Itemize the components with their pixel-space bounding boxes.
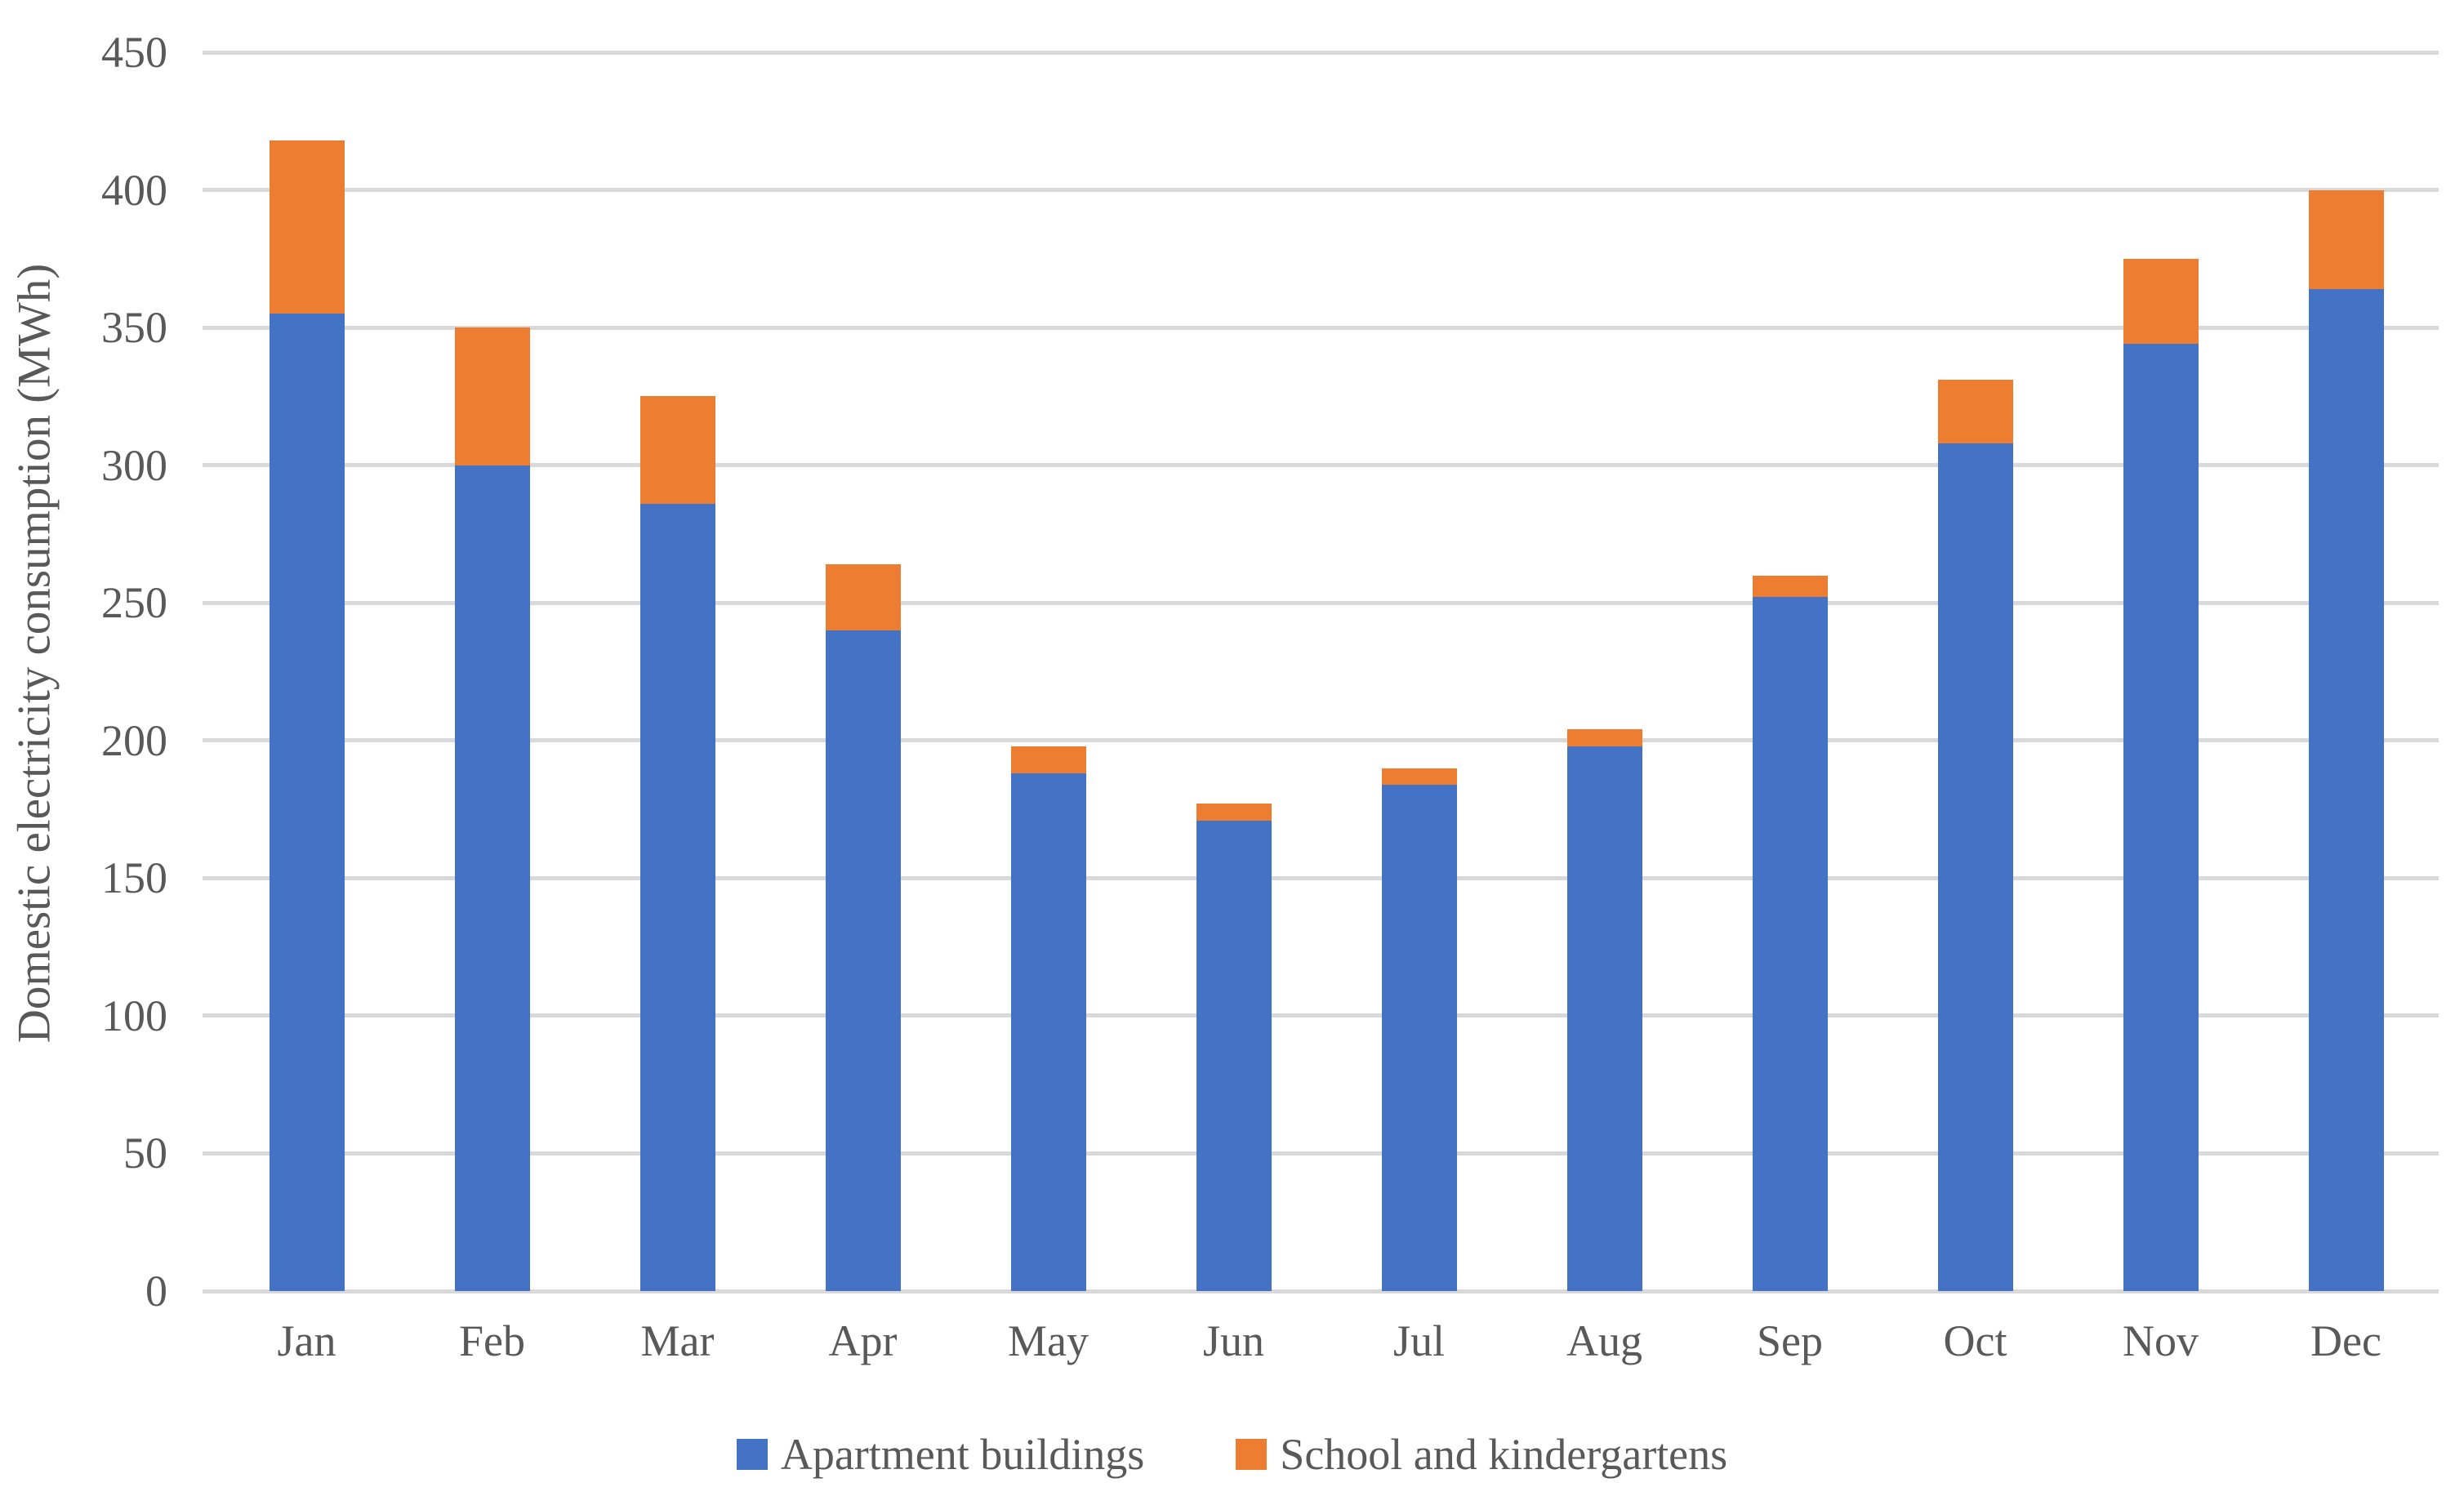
gridline-250: [203, 600, 2439, 605]
gridline-300: [203, 463, 2439, 468]
gridline-400: [203, 188, 2439, 193]
bar-dec: [2308, 189, 2384, 1291]
bar-sep-apartment-buildings: [1752, 597, 1828, 1291]
bar-jun-apartment-buildings: [1196, 820, 1272, 1291]
y-tick-label-150: 150: [101, 853, 167, 903]
bar-nov-apartment-buildings: [2123, 344, 2199, 1291]
legend-item-apartment-buildings: Apartment buildings: [736, 1430, 1145, 1479]
bar-feb-apartment-buildings: [454, 465, 530, 1291]
x-label-aug: Aug: [1566, 1316, 1642, 1365]
legend-swatch-school-and-kindergartens: [1236, 1439, 1268, 1470]
y-tick-label-200: 200: [101, 715, 167, 765]
bar-dec-apartment-buildings: [2308, 288, 2384, 1291]
y-tick-label-250: 250: [101, 578, 167, 628]
x-label-nov: Nov: [2123, 1316, 2199, 1365]
bar-feb: [454, 327, 530, 1291]
x-label-mar: Mar: [640, 1316, 715, 1365]
bar-apr-school-and-kindergartens: [825, 564, 901, 630]
bar-mar-school-and-kindergartens: [639, 396, 715, 504]
gridline-200: [203, 738, 2439, 743]
bar-may: [1010, 746, 1086, 1291]
bar-jun-school-and-kindergartens: [1196, 804, 1272, 821]
x-label-oct: Oct: [1943, 1316, 2007, 1365]
y-tick-label-50: 50: [123, 1129, 167, 1178]
x-label-apr: Apr: [828, 1316, 898, 1365]
y-tick-label-100: 100: [101, 991, 167, 1040]
bar-may-apartment-buildings: [1010, 773, 1086, 1291]
bar-apr-apartment-buildings: [825, 630, 901, 1291]
gridline-450: [203, 50, 2439, 55]
gridline-350: [203, 325, 2439, 330]
legend-swatch-apartment-buildings: [736, 1439, 768, 1470]
bar-aug-apartment-buildings: [1566, 746, 1642, 1291]
bar-apr: [825, 564, 901, 1291]
y-tick-label-350: 350: [101, 303, 167, 353]
x-label-jul: Jul: [1392, 1316, 1446, 1365]
bar-jul-school-and-kindergartens: [1381, 768, 1457, 785]
gridline-100: [203, 1013, 2439, 1018]
y-tick-label-400: 400: [101, 165, 167, 215]
bar-aug-school-and-kindergartens: [1566, 729, 1642, 746]
x-label-jan: Jan: [277, 1316, 336, 1365]
x-label-feb: Feb: [459, 1316, 525, 1365]
bar-jan: [269, 140, 345, 1291]
legend-item-school-and-kindergartens: School and kindergartens: [1236, 1431, 1727, 1478]
bar-nov-school-and-kindergartens: [2123, 258, 2199, 345]
x-label-sep: Sep: [1757, 1316, 1823, 1365]
bar-nov: [2123, 258, 2199, 1291]
gridline-0: [203, 1289, 2439, 1293]
legend-label-apartment-buildings: Apartment buildings: [780, 1430, 1145, 1479]
bar-jul: [1381, 768, 1457, 1291]
bar-sep: [1752, 575, 1828, 1291]
y-tick-label-300: 300: [101, 440, 167, 490]
bar-jan-apartment-buildings: [269, 314, 345, 1291]
x-label-jun: Jun: [1202, 1316, 1264, 1365]
bar-oct-apartment-buildings: [1937, 443, 2013, 1291]
y-tick-label-450: 450: [101, 28, 167, 77]
bar-oct: [1937, 380, 2013, 1291]
gridline-150: [203, 875, 2439, 880]
bar-oct-school-and-kindergartens: [1937, 380, 2013, 443]
gridline-50: [203, 1151, 2439, 1155]
bar-aug: [1566, 729, 1642, 1291]
y-axis-title: Domestic electricity consumption (MWh): [8, 263, 60, 1044]
plot-area: [203, 50, 2439, 1293]
bar-feb-school-and-kindergartens: [454, 327, 530, 465]
y-tick-label-0: 0: [145, 1267, 167, 1316]
bar-mar: [639, 396, 715, 1291]
bar-sep-school-and-kindergartens: [1752, 575, 1828, 598]
bar-may-school-and-kindergartens: [1010, 746, 1086, 774]
bar-mar-apartment-buildings: [639, 503, 715, 1291]
legend-label-school-and-kindergartens: School and kindergartens: [1280, 1430, 1728, 1479]
legend: Apartment buildings School and kindergart…: [0, 1431, 2464, 1478]
x-label-dec: Dec: [2310, 1316, 2382, 1365]
bar-dec-school-and-kindergartens: [2308, 189, 2384, 289]
bar-jan-school-and-kindergartens: [269, 140, 345, 314]
bar-jun: [1196, 804, 1272, 1291]
x-label-may: May: [1008, 1316, 1089, 1365]
bar-jul-apartment-buildings: [1381, 784, 1457, 1291]
